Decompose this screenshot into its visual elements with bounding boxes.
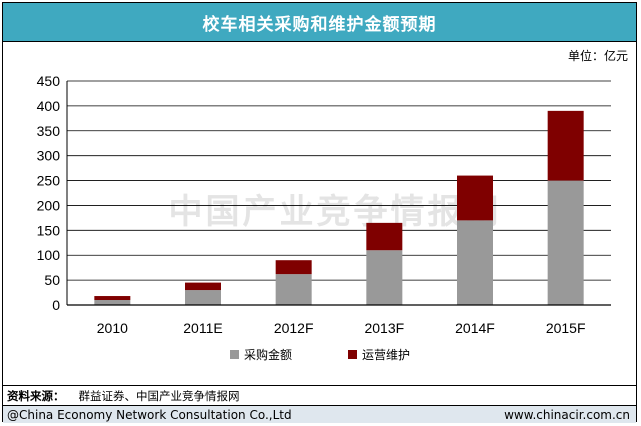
y-tick-label: 300 (37, 148, 61, 164)
y-tick-label: 50 (44, 272, 60, 288)
legend-swatch-maintenance (348, 350, 357, 359)
legend-label-maintenance: 运营维护 (362, 348, 410, 362)
bar-chart: 中国产业竞争情报网 0 50 100 150 200 250 300 350 400 450 2010… (37, 73, 611, 362)
bar-maintenance (366, 222, 403, 251)
title-bar: 校车相关采购和维护金额预期 (3, 3, 636, 42)
bar-maintenance (185, 282, 221, 291)
source-label: 资料来源： (7, 389, 65, 403)
bar-maintenance (94, 296, 131, 301)
y-tick-label: 350 (37, 123, 61, 139)
unit-label: 单位：亿元 (567, 49, 628, 63)
copyright-text: @China Economy Network Consultation Co.,… (7, 407, 292, 422)
x-tick-label: 2015F (546, 320, 586, 336)
bar-maintenance (547, 110, 584, 181)
legend-swatch-purchase (230, 350, 239, 359)
bar-purchase (366, 250, 403, 305)
legend-label-purchase: 采购金额 (244, 347, 292, 362)
y-tick-label: 100 (37, 247, 61, 263)
y-tick-label: 200 (37, 197, 61, 213)
x-tick-label: 2012F (274, 320, 314, 336)
bar-purchase (185, 290, 221, 305)
chart-title: 校车相关采购和维护金额预期 (202, 14, 437, 35)
bar-purchase (275, 274, 312, 305)
footer-row: @China Economy Network Consultation Co.,… (3, 405, 636, 423)
x-tick-label: 2011E (183, 320, 222, 336)
bar-purchase (457, 220, 493, 305)
bar-purchase (547, 180, 584, 305)
y-tick-label: 250 (37, 173, 61, 189)
bar-maintenance (275, 260, 312, 275)
y-tick-label: 150 (37, 222, 61, 238)
bar-maintenance (457, 175, 493, 221)
source-row: 资料来源： 群益证券、中国产业竞争情报网 (3, 385, 636, 406)
bar-purchase (94, 300, 131, 305)
y-tick-label: 400 (37, 98, 61, 114)
chart-frame: 校车相关采购和维护金额预期 单位：亿元 中国产业竞争情报网 0 50 100 150 20… (2, 2, 637, 423)
watermark-text: 中国产业竞争情报网 (169, 192, 502, 232)
y-tick-label: 0 (52, 297, 60, 313)
x-tick-label: 2013F (364, 320, 404, 336)
source-text: 群益证券、中国产业竞争情报网 (78, 389, 240, 403)
x-tick-label: 2010 (97, 320, 128, 336)
website-text: www.chinacir.com.cn (504, 407, 630, 422)
x-tick-label: 2014F (455, 320, 495, 336)
y-tick-label: 450 (37, 73, 61, 89)
